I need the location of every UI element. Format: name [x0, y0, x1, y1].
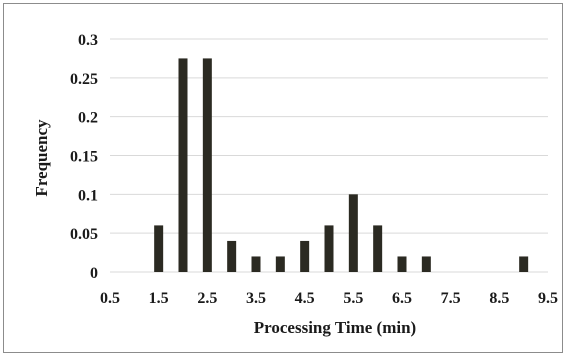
x-tick-label: 2.5	[197, 290, 217, 307]
bar	[300, 240, 310, 272]
x-tick-label: 1.5	[149, 290, 169, 307]
y-tick-labels: 0 0.05 0.1 0.15 0.2 0.25 0.3	[70, 32, 98, 282]
y-tick-label: 0.25	[70, 71, 98, 88]
x-tick-label: 3.5	[246, 290, 266, 307]
x-tick-label: 6.5	[392, 290, 412, 307]
x-tick-labels: 0.5 1.5 2.5 3.5 4.5 5.5 6.5 7.5 8.5 9.5	[100, 290, 558, 307]
bar	[324, 225, 334, 272]
bars	[154, 58, 529, 272]
bar	[178, 58, 188, 272]
y-tick-label: 0.05	[70, 226, 98, 243]
x-tick-label: 9.5	[538, 290, 558, 307]
y-tick-label: 0	[90, 265, 98, 282]
x-tick-label: 8.5	[489, 290, 509, 307]
x-axis-title: Processing Time (min)	[254, 318, 416, 337]
bar	[421, 256, 431, 272]
chart-frame	[3, 3, 563, 353]
y-tick-label: 0.15	[70, 149, 98, 166]
bar	[373, 225, 383, 272]
y-tick-label: 0.1	[78, 187, 98, 204]
x-tick-label: 0.5	[100, 290, 120, 307]
y-tick-label: 0.3	[78, 32, 98, 49]
bar	[275, 256, 285, 272]
bar	[202, 58, 212, 272]
bar	[154, 225, 164, 272]
x-tick-label: 5.5	[343, 290, 363, 307]
bar	[519, 256, 529, 272]
bar	[348, 194, 358, 272]
y-axis-title: Frequency	[32, 119, 51, 197]
x-tick-label: 7.5	[441, 290, 461, 307]
y-tick-label: 0.2	[78, 110, 98, 127]
bar	[251, 256, 261, 272]
x-tick-label: 4.5	[295, 290, 315, 307]
bar	[397, 256, 407, 272]
bar	[227, 240, 237, 272]
